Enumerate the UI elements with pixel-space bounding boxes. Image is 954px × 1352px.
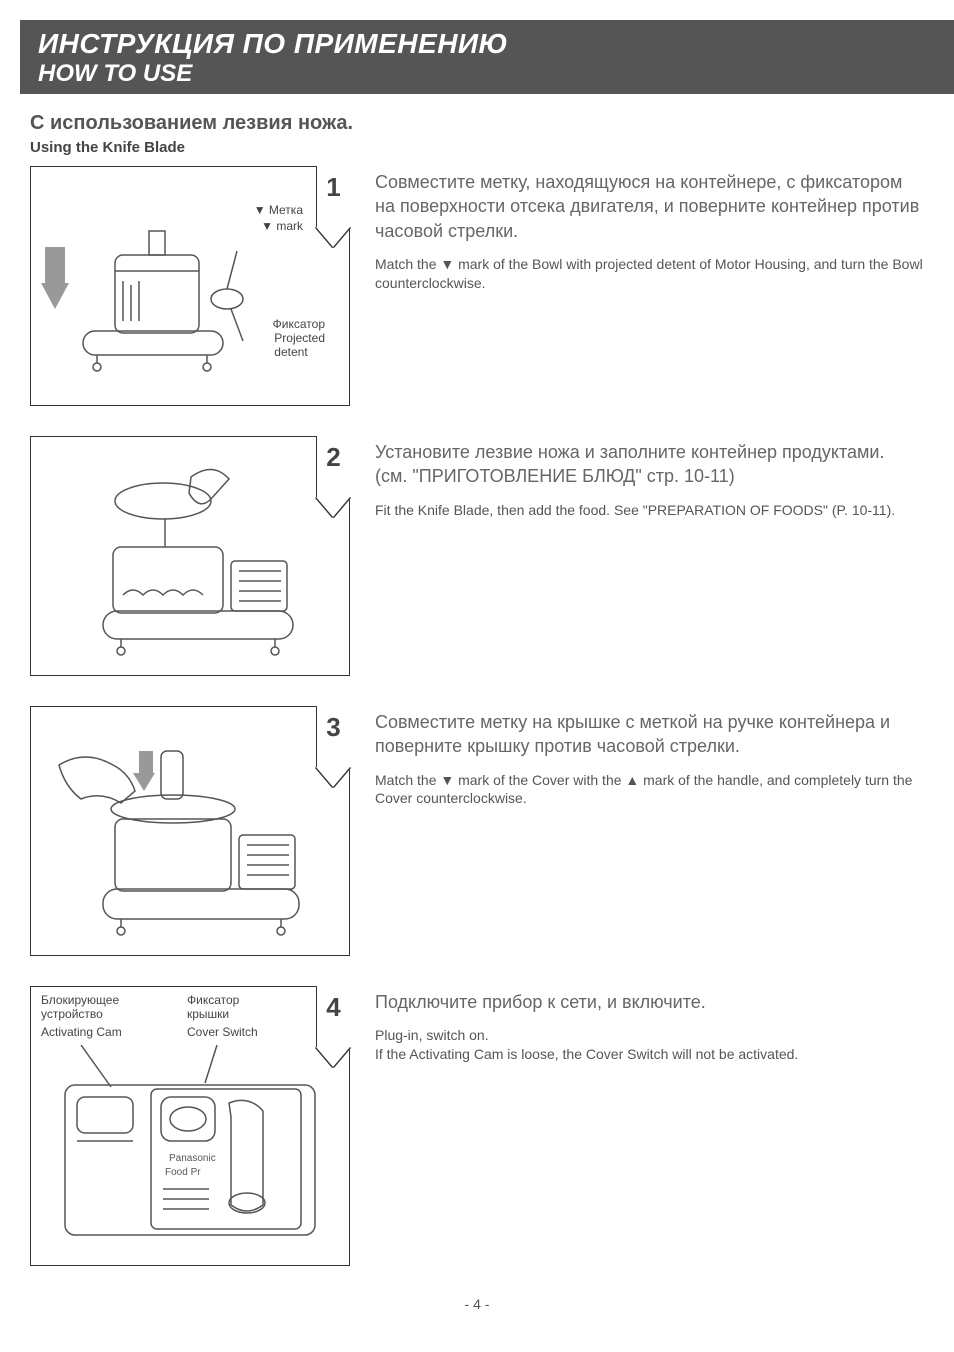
- step-2-en: Fit the Knife Blade, then add the food. …: [375, 501, 924, 520]
- label-metka-ru: ▼ Метка: [254, 203, 303, 217]
- step-4-en: Plug-in, switch on. If the Activating Ca…: [375, 1026, 924, 1064]
- arrow-down-head-icon: [41, 283, 69, 309]
- header-title-ru: ИНСТРУКЦИЯ ПО ПРИМЕНЕНИЮ: [38, 28, 936, 60]
- tab-pointer-icon: [316, 497, 350, 517]
- svg-text:Panasonic: Panasonic: [169, 1153, 216, 1164]
- step-1-text: Совместите метку, находящуюся на контейн…: [375, 166, 924, 293]
- header-band: ИНСТРУКЦИЯ ПО ПРИМЕНЕНИЮ HOW TO USE: [20, 20, 954, 94]
- step-2-figure: 2: [30, 436, 355, 676]
- step-number-tab: 1: [316, 166, 350, 228]
- figure-box-2: 2: [30, 436, 350, 676]
- step-3-text: Совместите метку на крышке с меткой на р…: [375, 706, 924, 808]
- svg-text:Food Pr: Food Pr: [165, 1167, 201, 1178]
- step-number: 1: [326, 172, 340, 203]
- tab-pointer-icon: [316, 227, 350, 247]
- step-4-en-main: Plug-in, switch on.: [375, 1027, 489, 1043]
- header-title-en: HOW TO USE: [38, 60, 936, 88]
- section-title-en: Using the Knife Blade: [30, 139, 924, 156]
- step-3-ru: Совместите метку на крышке с меткой на р…: [375, 710, 924, 759]
- step-number-tab: 3: [316, 706, 350, 768]
- step-number-tab: 2: [316, 436, 350, 498]
- step-3: 3: [30, 706, 924, 956]
- figure-box-1: 1 ▼ Метка ▼ mark Фиксатор Projecteddeten…: [30, 166, 350, 406]
- page: ИНСТРУКЦИЯ ПО ПРИМЕНЕНИЮ HOW TO USE С ис…: [0, 0, 954, 1352]
- step-3-en: Match the ▼ mark of the Cover with the ▲…: [375, 771, 924, 809]
- device-drawing-2: [43, 451, 313, 661]
- step-1-ru: Совместите метку, находящуюся на контейн…: [375, 170, 924, 243]
- label-metka-en: ▼ mark: [261, 219, 303, 233]
- arrow-down-icon: [45, 247, 65, 283]
- step-number: 2: [326, 442, 340, 473]
- step-2-ru-ref: (см. "ПРИГОТОВЛЕНИЕ БЛЮД" стр. 10-11): [375, 466, 735, 486]
- section-title-ru: С использованием лезвия ножа.: [30, 112, 924, 135]
- figure-box-3: 3: [30, 706, 350, 956]
- step-4-text: Подключите прибор к сети, и включите. Pl…: [375, 986, 924, 1064]
- label-switch-en: Cover Switch: [187, 1025, 258, 1039]
- device-drawing-4: Panasonic Food Pr: [41, 1045, 341, 1255]
- step-number: 4: [326, 992, 340, 1023]
- label-switch-ru: Фиксаторкрышки: [187, 993, 239, 1022]
- label-fix-en: Projecteddetent: [274, 331, 325, 360]
- arrow-down-icon: [139, 751, 153, 773]
- step-2: 2: [30, 436, 924, 676]
- page-number: - 4 -: [30, 1296, 924, 1312]
- step-2-ru-main: Установите лезвие ножа и заполните конте…: [375, 442, 884, 462]
- label-cam-en: Activating Cam: [41, 1025, 122, 1039]
- figure-box-4: 4 Блокирующееустройство Activating Cam Ф…: [30, 986, 350, 1266]
- step-number: 3: [326, 712, 340, 743]
- step-4-figure: 4 Блокирующееустройство Activating Cam Ф…: [30, 986, 355, 1266]
- arrow-down-head-icon: [133, 773, 155, 791]
- step-1: 1 ▼ Метка ▼ mark Фиксатор Projecteddeten…: [30, 166, 924, 406]
- step-1-figure: 1 ▼ Метка ▼ mark Фиксатор Projecteddeten…: [30, 166, 355, 406]
- label-cam-ru: Блокирующееустройство: [41, 993, 119, 1022]
- step-4-en-extra: If the Activating Cam is loose, the Cove…: [375, 1046, 798, 1062]
- step-2-text: Установите лезвие ножа и заполните конте…: [375, 436, 924, 519]
- step-2-ru: Установите лезвие ножа и заполните конте…: [375, 440, 924, 489]
- step-4-ru: Подключите прибор к сети, и включите.: [375, 990, 924, 1014]
- label-fix-ru: Фиксатор: [273, 317, 325, 331]
- step-3-figure: 3: [30, 706, 355, 956]
- tab-pointer-icon: [316, 767, 350, 787]
- step-1-en: Match the ▼ mark of the Bowl with projec…: [375, 255, 924, 293]
- step-4: 4 Блокирующееустройство Activating Cam Ф…: [30, 986, 924, 1266]
- step-number-tab: 4: [316, 986, 350, 1048]
- device-drawing-3: [41, 721, 321, 941]
